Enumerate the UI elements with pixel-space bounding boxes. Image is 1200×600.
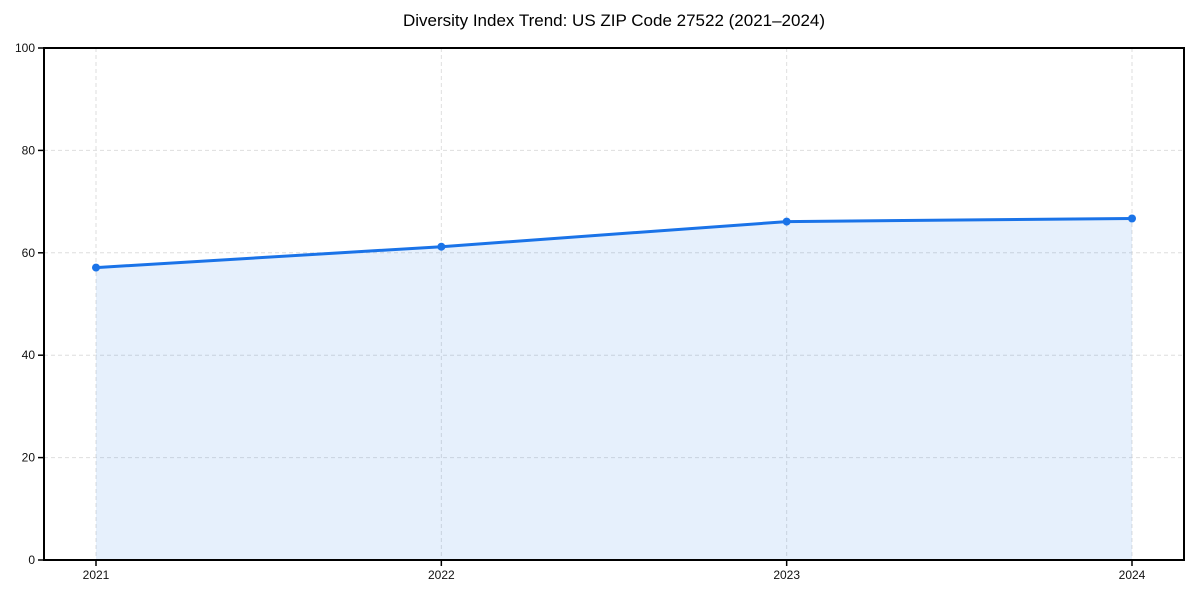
- plot-border: [43, 47, 1185, 561]
- data-point-2024: [1128, 214, 1136, 223]
- y-tick-label-60: 60: [22, 246, 36, 260]
- y-tick-label-20: 20: [22, 451, 36, 465]
- x-tick-label-2022: 2022: [428, 568, 455, 582]
- y-tick-label-0: 0: [28, 553, 35, 567]
- data-point-2021: [92, 263, 100, 272]
- data-point-2023: [782, 217, 791, 226]
- x-tick-label-2021: 2021: [83, 568, 110, 582]
- trend-line: [94, 217, 1134, 270]
- chart-title: Diversity Index Trend: US ZIP Code 27522…: [402, 11, 826, 30]
- y-tick-label-80: 80: [22, 143, 36, 157]
- area-fill: [96, 218, 1132, 560]
- x-tick-label-2024: 2024: [1119, 568, 1146, 582]
- y-tick-label-100: 100: [15, 41, 35, 55]
- data-point-2022: [437, 242, 446, 251]
- x-tick-label-2023: 2023: [773, 568, 800, 582]
- y-tick-label-40: 40: [22, 348, 36, 362]
